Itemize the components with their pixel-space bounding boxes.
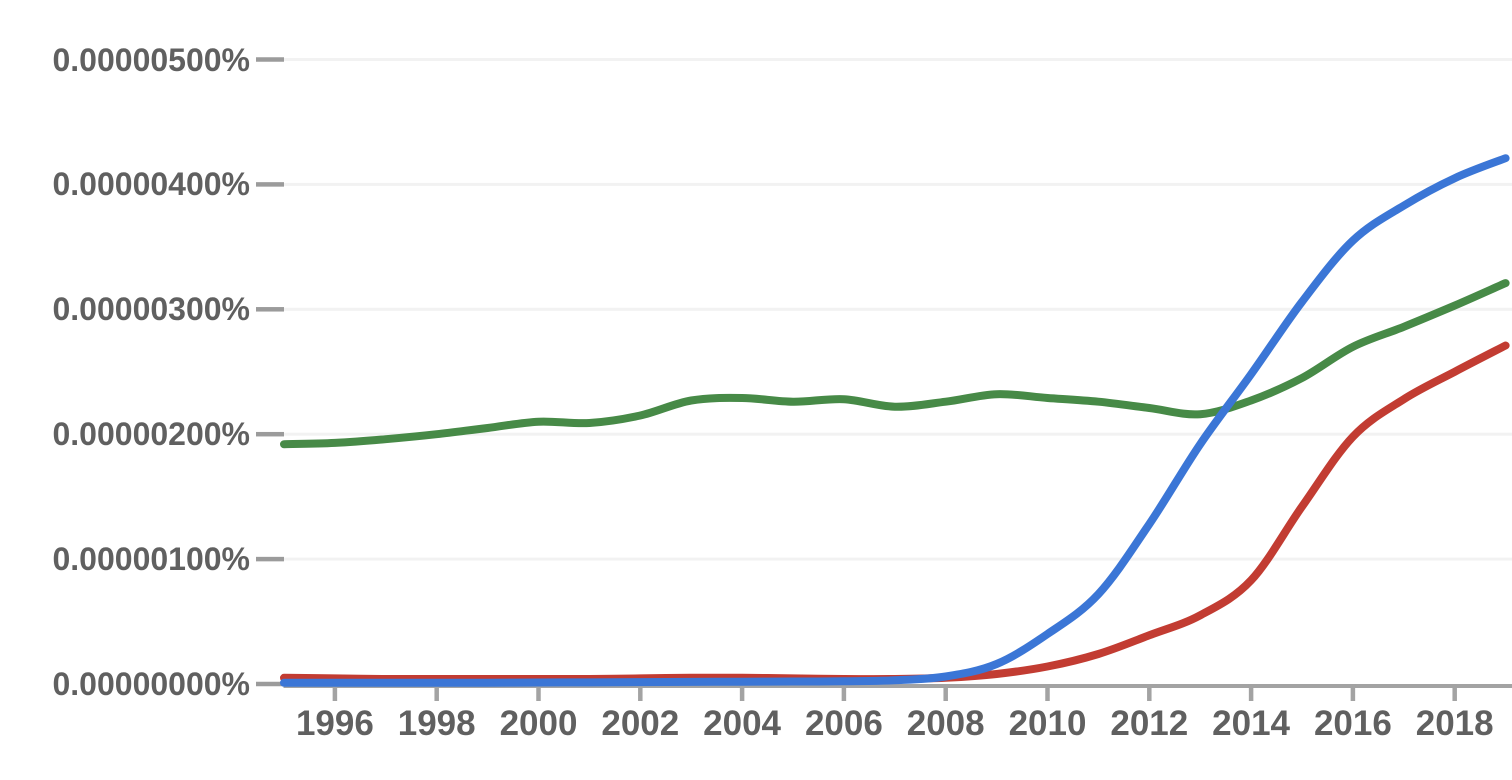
gridline [283, 432, 1512, 436]
x-axis-tick [841, 684, 847, 701]
x-axis-tick [536, 684, 541, 701]
x-axis-tick-label: 1996 [295, 704, 374, 743]
x-axis-tick [332, 684, 338, 701]
x-axis-tick-label: 2006 [804, 704, 883, 743]
x-axis-tick-label: 2002 [601, 704, 680, 743]
x-axis-line [283, 684, 1512, 688]
y-axis-tick-label: 0.00000500% [52, 41, 250, 78]
x-axis-tick [638, 684, 643, 701]
y-axis-tick [256, 307, 284, 312]
x-axis-tick [434, 684, 439, 701]
x-axis-tick [1147, 684, 1152, 701]
y-axis-tick [256, 57, 284, 62]
y-axis-tick [256, 431, 284, 437]
x-axis-tick-label: 2016 [1313, 704, 1392, 743]
x-axis-tick-label: 2010 [1008, 704, 1087, 743]
x-axis-tick-label: 2014 [1212, 704, 1291, 743]
gridline [283, 58, 1512, 61]
y-axis-tick-label: 0.00000000% [52, 666, 250, 702]
series-line-green[interactable] [280, 279, 1510, 449]
x-axis-tick [1452, 684, 1457, 701]
x-axis-tick-label: 2000 [499, 704, 578, 743]
x-axis-tick-label: 2012 [1110, 704, 1189, 743]
x-axis-tick [1045, 684, 1050, 701]
gridline [283, 182, 1512, 186]
gridline [283, 307, 1512, 311]
x-axis-tick-label: 2008 [906, 704, 985, 743]
series-line-blue[interactable] [280, 154, 1510, 687]
x-axis-tick [1248, 684, 1254, 701]
x-axis-tick-label: 2004 [703, 704, 782, 743]
x-axis-tick [943, 684, 948, 701]
x-axis-tick-label: 1998 [397, 704, 476, 743]
y-axis-tick-label: 0.00000200% [52, 416, 250, 453]
y-axis-tick [256, 182, 284, 187]
x-axis-tick-label: 2018 [1415, 704, 1494, 743]
y-axis-tick-label: 0.00000300% [52, 291, 250, 328]
x-axis-tick [1350, 684, 1356, 701]
y-axis-tick-label: 0.00000100% [52, 541, 250, 578]
y-axis-tick [256, 681, 284, 687]
series-line-red[interactable] [280, 341, 1510, 684]
y-axis-tick [256, 556, 284, 562]
gridline [283, 557, 1512, 561]
x-axis-tick [739, 684, 745, 701]
y-axis-tick-label: 0.00000400% [52, 166, 250, 203]
